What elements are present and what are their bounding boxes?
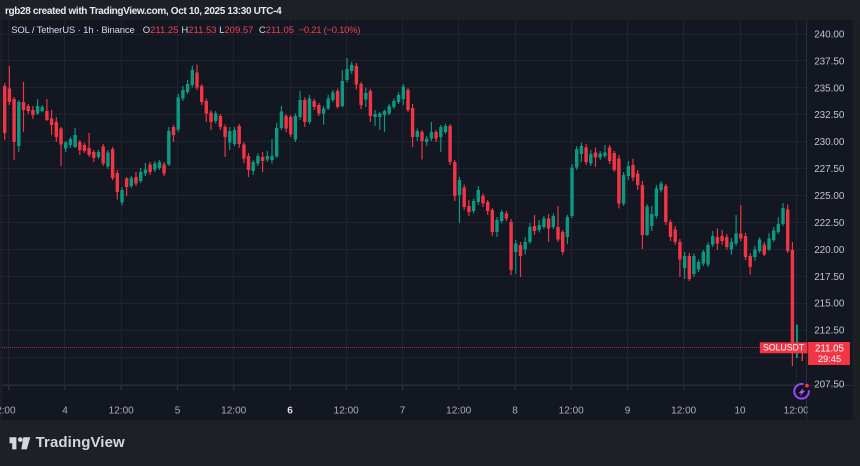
svg-text:4: 4 — [62, 405, 68, 416]
svg-text:215.00: 215.00 — [814, 299, 845, 310]
svg-text:SOLUSDT: SOLUSDT — [763, 342, 805, 352]
svg-text:220.00: 220.00 — [814, 245, 845, 256]
svg-text:8: 8 — [512, 405, 518, 416]
svg-text:29:45: 29:45 — [818, 354, 841, 364]
svg-text:230.00: 230.00 — [814, 137, 845, 148]
svg-text:12:00: 12:00 — [671, 405, 696, 416]
svg-text:7: 7 — [400, 405, 406, 416]
svg-text:10: 10 — [734, 405, 746, 416]
svg-text:12:00: 12:00 — [221, 405, 246, 416]
svg-text:212.50: 212.50 — [814, 326, 845, 337]
svg-text:232.50: 232.50 — [814, 110, 845, 121]
svg-text:235.00: 235.00 — [814, 83, 845, 94]
svg-text:207.50: 207.50 — [814, 380, 845, 391]
svg-text:211.05: 211.05 — [815, 344, 844, 355]
svg-text:9: 9 — [625, 405, 631, 416]
svg-text:222.50: 222.50 — [814, 218, 845, 229]
svg-text:217.50: 217.50 — [814, 272, 845, 283]
svg-text:237.50: 237.50 — [814, 56, 845, 67]
svg-text:12:00: 12:00 — [784, 405, 809, 416]
svg-text:12:00: 12:00 — [559, 405, 584, 416]
svg-text:240.00: 240.00 — [814, 29, 845, 40]
svg-text:225.00: 225.00 — [814, 191, 845, 202]
svg-text:5: 5 — [175, 405, 181, 416]
svg-text:6: 6 — [287, 405, 293, 416]
svg-text:12:00: 12:00 — [0, 405, 16, 416]
svg-text:12:00: 12:00 — [446, 405, 471, 416]
svg-text:12:00: 12:00 — [109, 405, 134, 416]
svg-text:227.50: 227.50 — [814, 164, 845, 175]
svg-text:12:00: 12:00 — [334, 405, 359, 416]
